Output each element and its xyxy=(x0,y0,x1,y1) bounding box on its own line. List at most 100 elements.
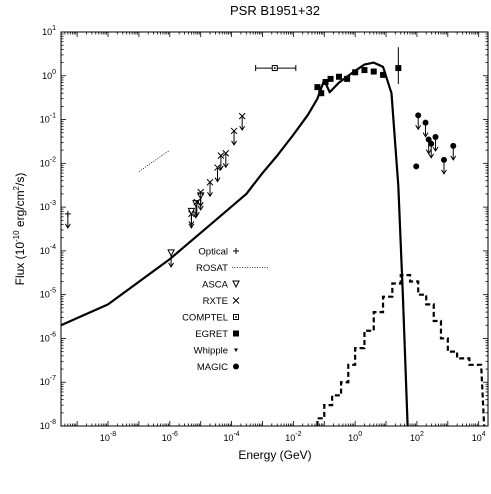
y-tick-label: 10-7 xyxy=(40,375,56,387)
y-tick-label: 10-5 xyxy=(40,288,56,300)
optical-upper-limit-arrow-head xyxy=(64,223,71,229)
legend-label: Whipple xyxy=(194,346,228,357)
y-tick-label: 101 xyxy=(42,25,56,37)
rxte-point xyxy=(193,198,201,206)
asca-point xyxy=(167,249,175,258)
magic-point xyxy=(422,119,429,126)
plot-frame xyxy=(60,31,489,427)
magic-point xyxy=(415,112,422,119)
rxte-upper-limit-arrow-head xyxy=(214,177,221,183)
y-tick-label: 10-6 xyxy=(40,331,56,343)
comptel-point-center xyxy=(273,67,276,69)
x-tick-label: 102 xyxy=(410,431,424,443)
legend-marker-center xyxy=(235,316,237,318)
x-tick-label: 10-4 xyxy=(223,431,239,443)
model-curve-solid xyxy=(60,61,409,427)
egret-point xyxy=(314,84,321,91)
model-curves xyxy=(60,61,486,427)
magic-upper-limit-arrow-head xyxy=(415,125,422,131)
y-axis-title: Flux (10-10 erg/cm2/s) xyxy=(12,173,27,286)
rxte-upper-limit-arrow-head xyxy=(197,201,204,208)
x-tick-labels: 10-8 10-6 10-4 10-2 100 102 104 xyxy=(100,431,486,443)
model-curve-dashed xyxy=(316,273,486,427)
magic-point xyxy=(440,156,447,163)
rxte-upper-limit-arrow-head xyxy=(222,162,229,169)
y-tick-labels: 10-8 10-7 10-6 10-5 10-4 10-3 10-2 10-1 100 101 xyxy=(40,25,56,431)
egret-point xyxy=(318,90,325,97)
magic-upper-limit-arrow-head xyxy=(432,146,439,152)
legend-label: ASCA xyxy=(202,280,229,291)
x-tick-label: 10-6 xyxy=(162,431,178,443)
rxte-point xyxy=(238,112,246,120)
egret-point xyxy=(361,67,368,74)
egret-point xyxy=(327,75,334,82)
egret-point xyxy=(395,65,402,72)
y-tick-label: 10-8 xyxy=(40,419,56,431)
y-tick-label: 100 xyxy=(42,69,56,81)
rxte-point xyxy=(206,178,214,186)
legend-label: ROSAT xyxy=(196,263,228,274)
y-axis-title-mid: erg/cm xyxy=(13,190,27,230)
y-tick-label: 10-2 xyxy=(40,156,56,168)
y-tick-label: 10-4 xyxy=(40,244,56,256)
x-axis-title: Energy (GeV) xyxy=(238,448,311,462)
y-axis-title-exp1: -10 xyxy=(12,230,21,242)
legend-marker xyxy=(233,248,239,254)
legend-marker xyxy=(233,330,239,337)
legend-label: EGRET xyxy=(195,329,228,340)
legend-label: MAGIC xyxy=(197,362,228,373)
y-tick-label: 10-3 xyxy=(40,200,56,212)
magic-point xyxy=(450,142,457,149)
x-tick-label: 10-8 xyxy=(100,431,116,443)
x-tick-label: 10-2 xyxy=(285,431,301,443)
rxte-upper-limit-arrow-head xyxy=(239,125,246,132)
rxte-upper-limit-arrow-head xyxy=(231,140,237,146)
y-tick-label: 10-1 xyxy=(40,113,56,125)
axis-ticks xyxy=(60,31,489,427)
rxte-point xyxy=(217,152,225,159)
asca-point xyxy=(187,207,196,216)
rxte-point xyxy=(188,210,195,218)
legend-marker xyxy=(232,280,240,289)
y-axis-title-exp2: 2 xyxy=(12,185,21,190)
egret-point xyxy=(380,71,387,78)
rxte-point xyxy=(230,127,238,135)
y-axis-title-base: Flux (10 xyxy=(13,242,27,286)
asca-upper-limit-arrow-head xyxy=(197,205,204,211)
magic-upper-limit-arrow-head xyxy=(425,149,432,155)
rxte-upper-limit-arrow-head xyxy=(207,191,213,198)
legend-marker xyxy=(232,297,240,304)
magic-upper-limit-arrow-head xyxy=(428,153,435,159)
legend-label: COMPTEL xyxy=(182,313,228,324)
magic-upper-limit-arrow-head xyxy=(450,155,457,161)
rxte-point xyxy=(197,188,205,196)
y-axis-title-end: /s) xyxy=(13,173,27,186)
egret-point xyxy=(335,73,342,80)
legend-label: Optical xyxy=(198,247,228,258)
magic-point xyxy=(428,140,435,147)
magic-point xyxy=(413,163,420,170)
magic-point xyxy=(432,133,439,140)
rosat-segment xyxy=(138,149,171,172)
rxte-upper-limit-arrow-head xyxy=(188,223,195,229)
legend-marker xyxy=(234,348,238,352)
magic-upper-limit-arrow-head xyxy=(422,132,429,138)
rxte-point xyxy=(222,149,230,157)
magic-upper-limit-arrow-head xyxy=(441,169,447,175)
x-tick-label: 100 xyxy=(348,431,362,443)
data-points xyxy=(64,47,457,268)
egret-point xyxy=(352,69,359,76)
chart-title: PSR B1951+32 xyxy=(230,3,320,18)
legend-label: RXTE xyxy=(203,296,228,307)
rxte-upper-limit-arrow-head xyxy=(193,211,200,218)
legend-marker xyxy=(233,363,239,370)
rxte-point xyxy=(214,164,221,171)
egret-point xyxy=(322,79,329,86)
legend: Optical ROSAT ASCA RXTE COMPTEL EGRET Whipple M… xyxy=(182,247,268,373)
asca-upper-limit-arrow-head xyxy=(168,262,175,268)
x-tick-label: 104 xyxy=(472,431,486,443)
egret-point xyxy=(370,68,377,75)
rxte-upper-limit-arrow-head xyxy=(217,165,224,171)
egret-point xyxy=(344,75,351,82)
